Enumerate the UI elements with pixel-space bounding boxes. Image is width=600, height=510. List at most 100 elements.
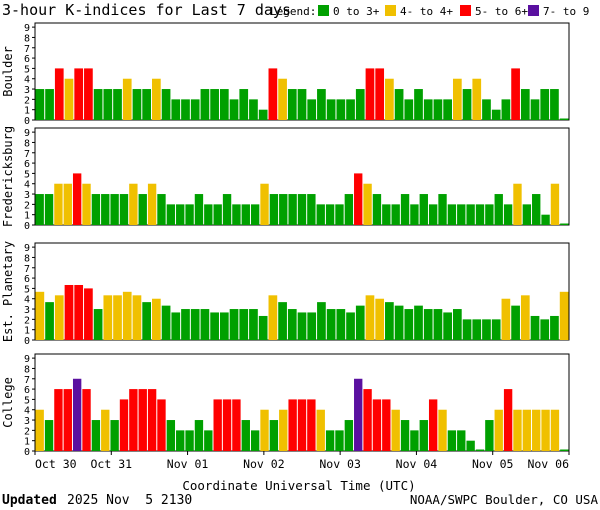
k-index-bar xyxy=(132,295,142,340)
k-index-bar xyxy=(278,78,287,120)
k-index-bar xyxy=(35,89,45,120)
k-index-bar xyxy=(194,194,204,225)
k-index-bar xyxy=(181,309,190,340)
legend-label-low: 0 to 3+ xyxy=(333,5,380,18)
k-index-bar xyxy=(344,194,354,225)
k-index-bar xyxy=(447,430,457,451)
x-axis: Oct 30 Oct 31 Nov 01 Nov 02 Nov 03 Nov 04 Nov … xyxy=(34,451,570,471)
k-index-bar xyxy=(317,89,326,120)
k-index-bar xyxy=(297,89,307,120)
k-index-bar xyxy=(297,194,307,225)
k-index-bar xyxy=(250,430,260,451)
k-index-bar xyxy=(142,89,152,120)
k-index-bar xyxy=(103,89,113,120)
x-tick-label: Oct 31 xyxy=(91,457,133,471)
k-index-bar xyxy=(129,183,138,225)
k-index-bar xyxy=(400,194,410,225)
k-index-bar xyxy=(229,99,239,120)
k-index-bar xyxy=(110,420,119,451)
k-index-bar xyxy=(482,99,491,120)
k-index-bar xyxy=(103,295,113,340)
k-index-bar xyxy=(138,194,147,225)
y-tick-label: 1 xyxy=(24,211,30,222)
k-index-bar xyxy=(472,319,482,340)
k-index-bar xyxy=(161,305,171,340)
k-index-bar xyxy=(122,78,132,120)
k-index-bar xyxy=(210,89,219,120)
k-index-bar xyxy=(166,204,176,225)
k-index-bar xyxy=(35,194,44,225)
k-index-bar xyxy=(171,99,181,120)
y-tick-label: 4 xyxy=(24,180,30,191)
k-index-bar xyxy=(326,309,336,340)
k-index-bar xyxy=(344,420,354,451)
panel-name: Boulder xyxy=(1,46,15,97)
k-index-bar xyxy=(278,302,287,340)
k-index-bar xyxy=(433,99,443,120)
k-index-bar xyxy=(176,204,185,225)
y-tick-label: 5 xyxy=(24,64,30,75)
k-index-bar xyxy=(428,399,438,451)
k-index-bar xyxy=(475,449,485,451)
k-index-bar xyxy=(93,89,103,120)
k-index-bar xyxy=(532,194,541,225)
k-index-bar xyxy=(63,183,72,225)
k-index-bar xyxy=(63,389,72,451)
y-tick-label: 0 xyxy=(24,336,30,347)
k-index-bar xyxy=(110,194,119,225)
k-index-bar xyxy=(457,430,466,451)
k-index-bar xyxy=(346,99,355,120)
k-index-bar xyxy=(222,194,232,225)
k-index-bar xyxy=(404,309,414,340)
k-index-bar xyxy=(260,409,269,451)
legend-swatch-severe xyxy=(528,5,539,16)
k-index-bar xyxy=(501,99,511,120)
k-index-bar xyxy=(433,309,443,340)
k-index-bar xyxy=(513,409,522,451)
k-index-bar xyxy=(166,420,176,451)
k-index-bar xyxy=(462,89,472,120)
credit-text: NOAA/SWPC Boulder, CO USA xyxy=(410,492,599,507)
y-tick-label: 1 xyxy=(24,326,30,337)
k-index-bar xyxy=(279,409,288,451)
k-index-bar xyxy=(249,309,258,340)
k-index-bar xyxy=(452,78,462,120)
y-tick-label: 1 xyxy=(24,106,30,117)
k-index-bar xyxy=(335,430,344,451)
k-index-bar xyxy=(64,78,74,120)
updated-value: 2025 Nov 5 2130 xyxy=(67,493,192,508)
k-index-bar xyxy=(232,399,241,451)
k-index-bar xyxy=(249,99,258,120)
k-index-bar xyxy=(466,440,475,451)
k-index-bar xyxy=(443,312,452,340)
k-index-bar xyxy=(91,420,101,451)
k-index-bar xyxy=(394,305,404,340)
k-index-bar xyxy=(288,194,297,225)
k-index-bar xyxy=(346,312,355,340)
k-index-bar xyxy=(213,204,222,225)
legend-swatch-storm xyxy=(460,5,471,16)
k-index-bar xyxy=(297,312,307,340)
k-index-bar xyxy=(45,89,54,120)
k-index-bar xyxy=(530,99,540,120)
k-index-bar xyxy=(428,204,438,225)
k-index-bar xyxy=(550,183,560,225)
k-index-bar xyxy=(185,430,194,451)
updated-label: Updated xyxy=(2,493,57,508)
panel-name: Est. Planetary xyxy=(1,241,15,342)
k-index-bar xyxy=(35,291,45,340)
x-axis-label: Coordinate Universal Time (UTC) xyxy=(182,478,415,493)
k-index-bar xyxy=(365,295,375,340)
y-tick-label: 3 xyxy=(24,305,30,316)
y-tick-label: 6 xyxy=(24,274,30,285)
k-index-bar xyxy=(101,409,110,451)
k-index-bar xyxy=(511,305,520,340)
k-index-bar xyxy=(462,319,472,340)
k-index-bar xyxy=(336,99,346,120)
k-index-bar xyxy=(171,312,181,340)
k-index-bar xyxy=(482,319,491,340)
k-index-bar xyxy=(541,409,550,451)
k-index-bar xyxy=(365,68,375,120)
